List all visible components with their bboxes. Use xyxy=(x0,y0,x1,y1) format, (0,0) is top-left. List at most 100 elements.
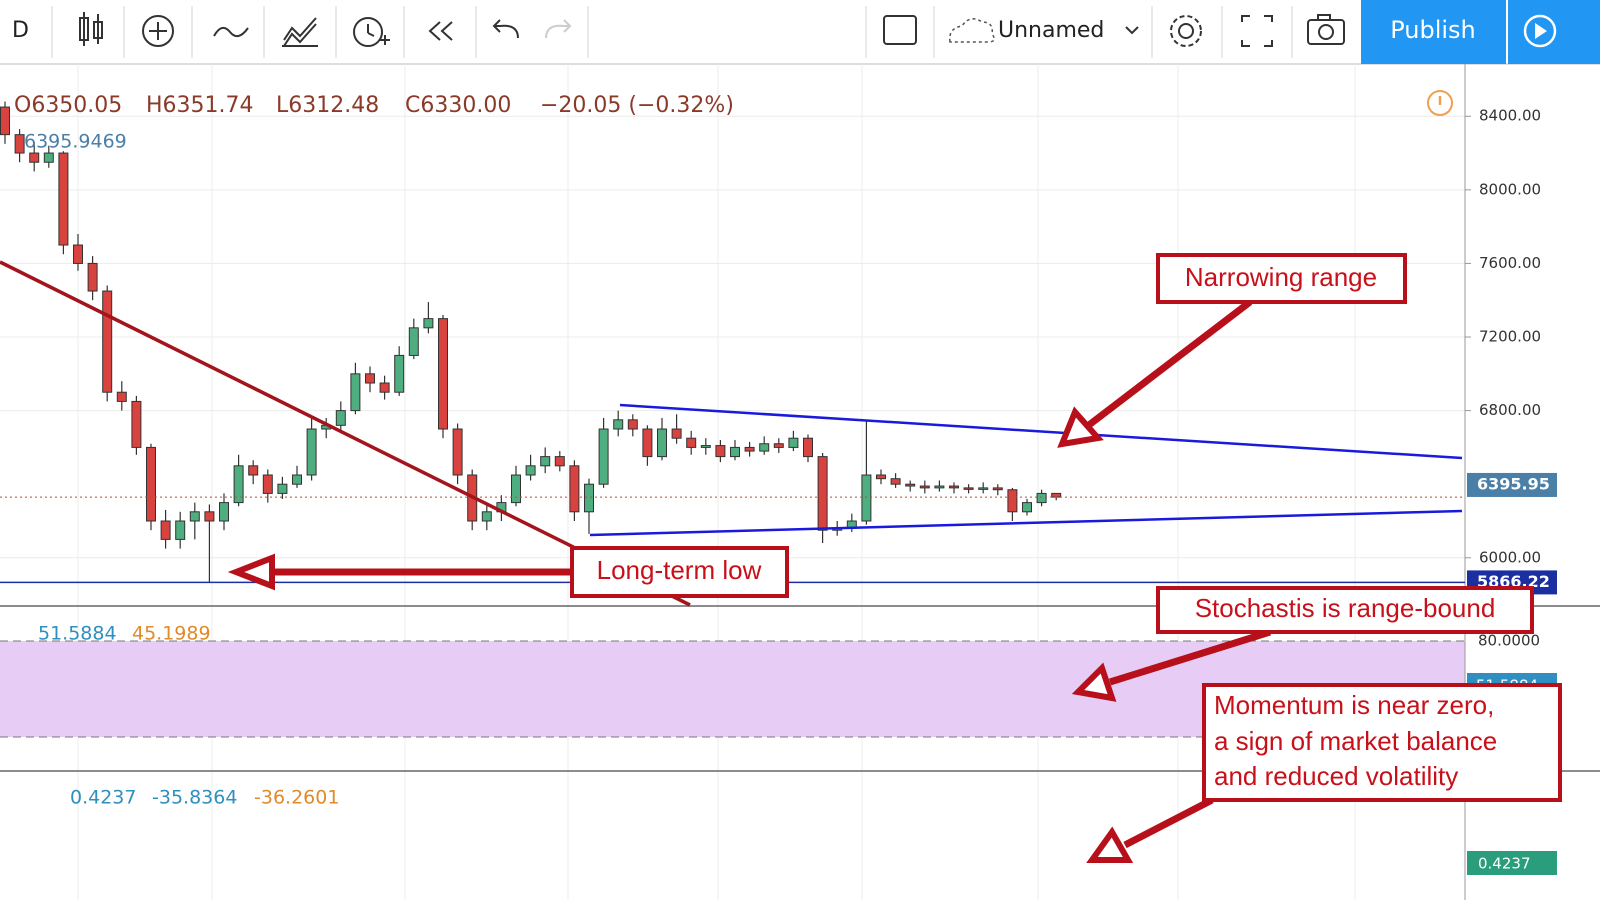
candle-body xyxy=(642,428,653,458)
y-tick-label: 8400.00 xyxy=(1479,107,1541,125)
legend-low: L6312.48 xyxy=(276,93,379,118)
candle-body xyxy=(773,443,784,448)
play-triangle xyxy=(1535,23,1547,39)
candle-body xyxy=(919,485,930,489)
bar-style-button[interactable] xyxy=(79,12,103,46)
annotations: Narrowing range Long-term low Stochastis… xyxy=(227,253,1562,863)
price-tag-label: 6395.95 xyxy=(1477,474,1550,493)
candle-body xyxy=(58,152,69,246)
candle-body xyxy=(963,487,974,490)
candle-body xyxy=(160,520,171,540)
candle-body xyxy=(817,456,828,531)
annotation-momentum-line: Momentum is near zero, xyxy=(1214,690,1494,720)
undo-button[interactable] xyxy=(492,19,519,39)
stochastic-level: 80.0000 xyxy=(1478,632,1540,650)
annotation-box xyxy=(1156,586,1534,634)
play-icon xyxy=(1523,14,1557,48)
candle-body xyxy=(788,437,799,448)
candle-body xyxy=(905,483,916,487)
annotation-momentum-line: and reduced volatility xyxy=(1214,761,1458,791)
arrow-head xyxy=(227,553,275,591)
layout-name[interactable]: Unnamed xyxy=(998,18,1104,43)
macd-tag xyxy=(1467,851,1557,875)
candle-body xyxy=(116,391,127,402)
candle-body xyxy=(233,465,244,504)
annotation-box xyxy=(1202,683,1562,802)
arrow-head xyxy=(1057,406,1104,448)
y-tick-label: 7600.00 xyxy=(1479,254,1541,272)
candle-body xyxy=(204,511,215,522)
redo-button[interactable] xyxy=(545,19,572,39)
arrow-head xyxy=(1071,662,1117,702)
candle-body xyxy=(189,511,200,522)
annotation-momentum-line: a sign of market balance xyxy=(1214,726,1497,756)
toolbar-bg xyxy=(0,0,1600,64)
macd-histogram: 0.4237 xyxy=(70,787,136,809)
snapshot-button[interactable] xyxy=(1307,14,1345,45)
publish-label: Publish xyxy=(1390,16,1476,44)
candle-body xyxy=(876,474,886,480)
y-tick-label: 8000.00 xyxy=(1479,180,1541,198)
candle-body xyxy=(87,262,98,292)
indicator-button[interactable] xyxy=(213,26,249,38)
candle-body xyxy=(890,478,901,485)
candle-body xyxy=(613,419,624,430)
templates-button[interactable] xyxy=(282,17,318,47)
candle-body xyxy=(423,318,434,329)
candle-body xyxy=(671,428,682,439)
alert-button[interactable] xyxy=(353,17,390,47)
candle-body xyxy=(730,446,740,458)
candle-body xyxy=(277,483,288,494)
toolbar-separators xyxy=(51,6,1293,58)
replay-button[interactable] xyxy=(428,21,453,41)
candle-body xyxy=(146,446,156,522)
candle-body xyxy=(306,428,317,476)
candle-body xyxy=(700,445,711,448)
legend-high: H6351.74 xyxy=(146,93,254,118)
candle-body xyxy=(365,373,375,384)
candle-body xyxy=(0,106,10,136)
candle-body xyxy=(744,446,755,452)
candle-body xyxy=(379,382,390,393)
candle-body xyxy=(350,373,361,412)
candle-body xyxy=(452,428,463,476)
candle-body xyxy=(248,465,259,476)
candles xyxy=(0,101,1465,584)
annotation-low: Long-term low xyxy=(597,555,762,585)
candle-body xyxy=(569,465,580,513)
ohlc-legend: O6350.05 H6351.74 L6312.48 C6330.00 −20.… xyxy=(14,93,734,118)
candle-body xyxy=(131,400,142,448)
candle-body xyxy=(438,318,448,430)
settings-button[interactable] xyxy=(1170,15,1202,47)
warning-icon[interactable] xyxy=(1427,90,1453,116)
candle-body xyxy=(394,354,405,393)
publish-button[interactable] xyxy=(1361,0,1506,64)
candle-body xyxy=(511,474,521,504)
compare-button[interactable] xyxy=(142,15,174,47)
stochastic-d: 45.1989 xyxy=(132,623,211,645)
candle-body xyxy=(715,445,726,458)
candle-body xyxy=(408,327,419,356)
arrow-head xyxy=(1086,826,1134,863)
legend-close: C6330.00 xyxy=(405,93,511,118)
fullscreen-button[interactable] xyxy=(1241,15,1273,47)
candle-body xyxy=(292,474,302,485)
candle-body xyxy=(219,502,229,522)
candle-body xyxy=(949,485,959,489)
candle-body xyxy=(584,483,594,513)
candle-body xyxy=(598,428,609,485)
candle-body xyxy=(102,290,113,393)
interval-button[interactable]: D xyxy=(12,18,29,43)
price-axis: 8400.00 8000.00 7600.00 7200.00 6800.00 6000.… xyxy=(1465,107,1557,595)
arrow xyxy=(1123,796,1214,849)
arrow xyxy=(1108,628,1272,686)
candle-body xyxy=(73,244,83,264)
candle-body xyxy=(686,437,697,448)
annotation-narrowing: Narrowing range xyxy=(1185,262,1377,292)
y-tick-label: 6000.00 xyxy=(1479,548,1541,566)
drawing-mode-button[interactable] xyxy=(883,15,917,45)
layout-menu-button[interactable] xyxy=(1125,26,1139,35)
candle-body xyxy=(1051,492,1062,498)
candle-body xyxy=(627,419,638,430)
